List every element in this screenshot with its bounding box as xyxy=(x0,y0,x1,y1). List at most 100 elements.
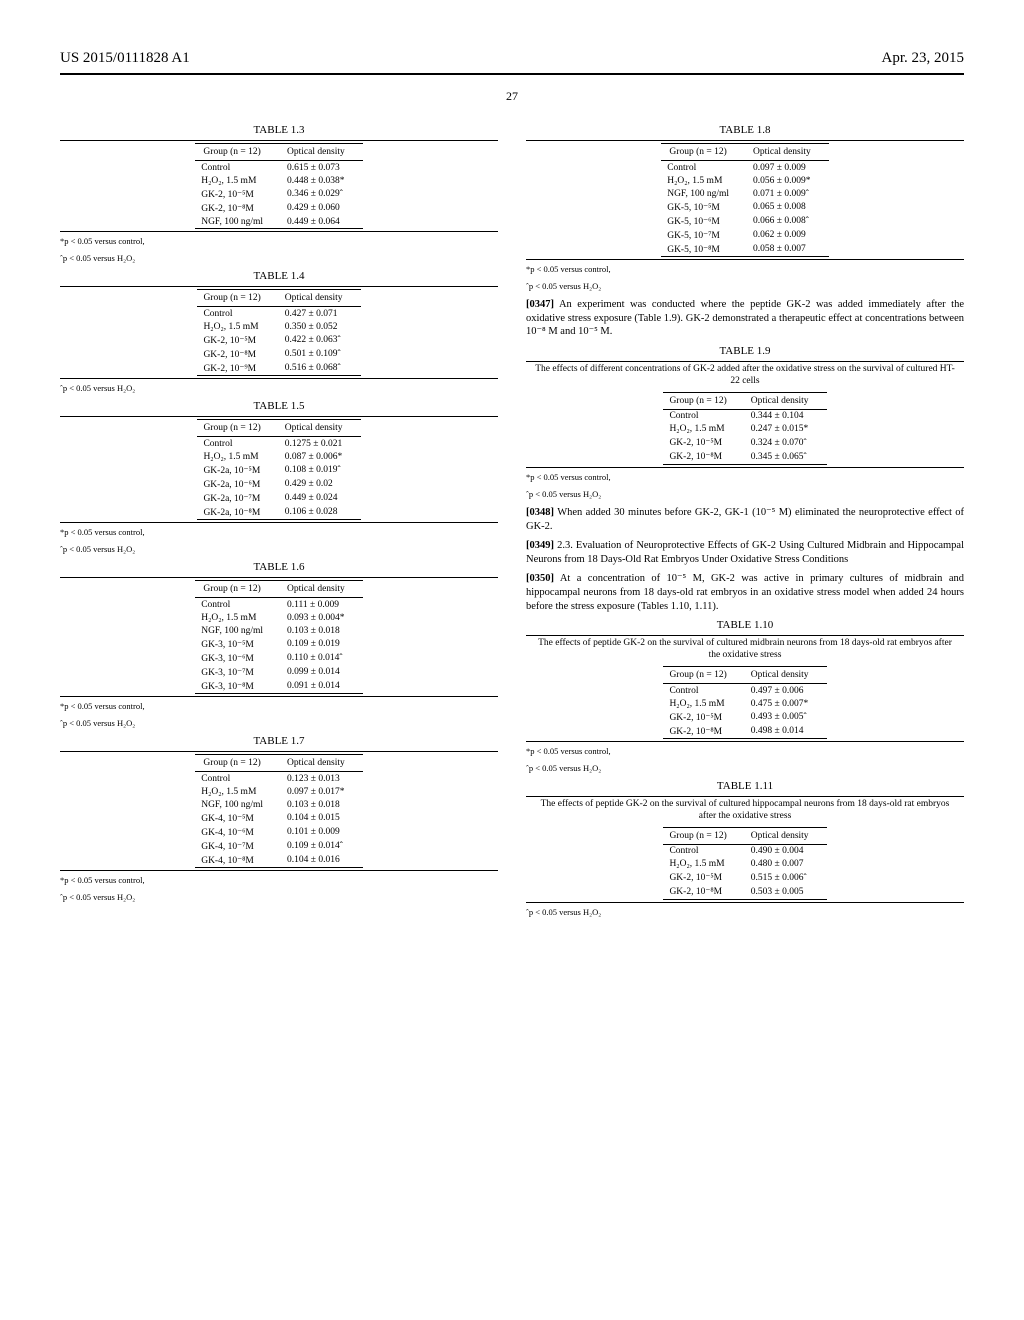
footnote: *p < 0.05 versus control, xyxy=(60,701,498,712)
cell: H₂O₂, 1.5 mM xyxy=(663,858,744,871)
col-header: Optical density xyxy=(745,392,827,409)
col-header: Optical density xyxy=(281,581,363,598)
table-1-9: TABLE 1.9 The effects of different conce… xyxy=(526,345,964,468)
cell: 0.490 ± 0.004 xyxy=(745,844,827,858)
cell: 0.066 ± 0.008ˆ xyxy=(747,214,829,228)
cell: 0.091 ± 0.014 xyxy=(281,679,363,694)
cell: H₂O₂, 1.5 mM xyxy=(195,785,281,798)
cell: 0.093 ± 0.004* xyxy=(281,611,363,624)
cell: 0.427 ± 0.071 xyxy=(279,307,361,321)
cell: 0.108 ± 0.019ˆ xyxy=(279,463,361,477)
col-header: Group (n = 12) xyxy=(661,144,747,161)
cell: GK-2, 10⁻⁵M xyxy=(195,187,281,201)
para-text: An experiment was conducted where the pe… xyxy=(526,299,964,337)
cell: H₂O₂, 1.5 mM xyxy=(197,320,278,333)
cell: 0.324 ± 0.070ˆ xyxy=(745,436,827,450)
cell: GK-2, 10⁻⁸M xyxy=(663,450,744,465)
data-table: Group (n = 12)Optical density Control0.1… xyxy=(195,580,363,694)
cell: GK-2a, 10⁻⁸M xyxy=(197,505,278,520)
table-title: TABLE 1.7 xyxy=(60,735,498,747)
table-1-8: TABLE 1.8 Group (n = 12)Optical density … xyxy=(526,124,964,260)
publication-number: US 2015/0111828 A1 xyxy=(60,50,190,67)
cell: GK-2, 10⁻⁸M xyxy=(195,201,281,215)
cell: NGF, 100 ng/ml xyxy=(195,215,281,229)
col-header: Group (n = 12) xyxy=(663,827,744,844)
para-number: [0348] xyxy=(526,507,554,518)
col-header: Optical density xyxy=(745,667,827,684)
table-1-4: TABLE 1.4 Group (n = 12)Optical density … xyxy=(60,270,498,379)
table-1-6: TABLE 1.6 Group (n = 12)Optical density … xyxy=(60,561,498,697)
cell: 0.058 ± 0.007 xyxy=(747,242,829,257)
cell: GK-2a, 10⁻⁶M xyxy=(197,477,278,491)
cell: GK-2a, 10⁻⁵M xyxy=(197,463,278,477)
cell: 0.110 ± 0.014ˆ xyxy=(281,651,363,665)
cell: 0.497 ± 0.006 xyxy=(745,684,827,698)
header-rule xyxy=(60,73,964,75)
cell: H₂O₂, 1.5 mM xyxy=(661,174,747,187)
cell: GK-2, 10⁻⁸M xyxy=(663,724,744,739)
col-header: Optical density xyxy=(279,290,361,307)
cell: Control xyxy=(197,437,278,451)
data-table: Group (n = 12)Optical density Control0.4… xyxy=(197,289,360,376)
cell: 0.448 ± 0.038* xyxy=(281,174,363,187)
cell: 0.123 ± 0.013 xyxy=(281,772,363,786)
col-header: Group (n = 12) xyxy=(663,392,744,409)
footnote: ˆp < 0.05 versus H₂O₂ xyxy=(60,718,498,729)
cell: 0.503 ± 0.005 xyxy=(745,885,827,900)
footnote: ˆp < 0.05 versus H₂O₂ xyxy=(526,281,964,292)
cell: 0.103 ± 0.018 xyxy=(281,624,363,637)
col-header: Group (n = 12) xyxy=(197,290,278,307)
cell: GK-5, 10⁻⁸M xyxy=(661,242,747,257)
cell: GK-2, 10⁻⁵M xyxy=(663,710,744,724)
col-header: Group (n = 12) xyxy=(197,420,278,437)
cell: 0.501 ± 0.109ˆ xyxy=(279,347,361,361)
table-caption: The effects of peptide GK-2 on the survi… xyxy=(526,638,964,662)
table-title: TABLE 1.11 xyxy=(526,780,964,792)
footnote: ˆp < 0.05 versus H₂O₂ xyxy=(526,907,964,918)
footnote: ˆp < 0.05 versus H₂O₂ xyxy=(60,892,498,903)
table-title: TABLE 1.5 xyxy=(60,400,498,412)
paragraph-0347: [0347] An experiment was conducted where… xyxy=(526,298,964,339)
col-header: Optical density xyxy=(281,144,363,161)
footnote: ˆp < 0.05 versus H₂O₂ xyxy=(526,763,964,774)
col-header: Optical density xyxy=(281,755,363,772)
table-1-10: TABLE 1.10 The effects of peptide GK-2 o… xyxy=(526,619,964,742)
cell: 0.449 ± 0.064 xyxy=(281,215,363,229)
cell: 0.498 ± 0.014 xyxy=(745,724,827,739)
footnote: *p < 0.05 versus control, xyxy=(526,472,964,483)
data-table: Group (n = 12)Optical density Control0.4… xyxy=(663,666,826,739)
cell: NGF, 100 ng/ml xyxy=(661,187,747,200)
cell: GK-2, 10⁻⁵M xyxy=(663,436,744,450)
cell: 0.515 ± 0.006ˆ xyxy=(745,871,827,885)
table-caption: The effects of different concentrations … xyxy=(526,364,964,388)
para-number: [0350] xyxy=(526,573,554,584)
table-title: TABLE 1.8 xyxy=(526,124,964,136)
col-header: Group (n = 12) xyxy=(195,581,281,598)
table-1-5: TABLE 1.5 Group (n = 12)Optical density … xyxy=(60,400,498,523)
data-table: Group (n = 12)Optical density Control0.1… xyxy=(197,419,360,520)
cell: 0.493 ± 0.005ˆ xyxy=(745,710,827,724)
cell: 0.344 ± 0.104 xyxy=(745,409,827,423)
cell: 0.097 ± 0.017* xyxy=(281,785,363,798)
data-table: Group (n = 12)Optical density Control0.6… xyxy=(195,143,363,229)
cell: GK-4, 10⁻⁸M xyxy=(195,853,281,868)
table-title: TABLE 1.10 xyxy=(526,619,964,631)
cell: 0.615 ± 0.073 xyxy=(281,161,363,175)
cell: GK-2, 10⁻⁵M xyxy=(663,871,744,885)
cell: Control xyxy=(663,409,744,423)
cell: GK-3, 10⁻⁷M xyxy=(195,665,281,679)
footnote: ˆp < 0.05 versus H₂O₂ xyxy=(526,489,964,500)
cell: NGF, 100 ng/ml xyxy=(195,798,281,811)
cell: 0.449 ± 0.024 xyxy=(279,491,361,505)
cell: 0.346 ± 0.029ˆ xyxy=(281,187,363,201)
left-column: TABLE 1.3 Group (n = 12)Optical density … xyxy=(60,118,498,924)
cell: 0.475 ± 0.007* xyxy=(745,697,827,710)
footnote: ˆp < 0.05 versus H₂O₂ xyxy=(60,253,498,264)
data-table: Group (n = 12)Optical density Control0.4… xyxy=(663,827,826,900)
cell: Control xyxy=(663,844,744,858)
cell: GK-2a, 10⁻⁷M xyxy=(197,491,278,505)
paragraph-0350: [0350] At a concentration of 10⁻⁵ M, GK-… xyxy=(526,572,964,613)
cell: H₂O₂, 1.5 mM xyxy=(663,423,744,436)
footnote: *p < 0.05 versus control, xyxy=(526,264,964,275)
para-text: When added 30 minutes before GK-2, GK-1 … xyxy=(526,507,964,532)
